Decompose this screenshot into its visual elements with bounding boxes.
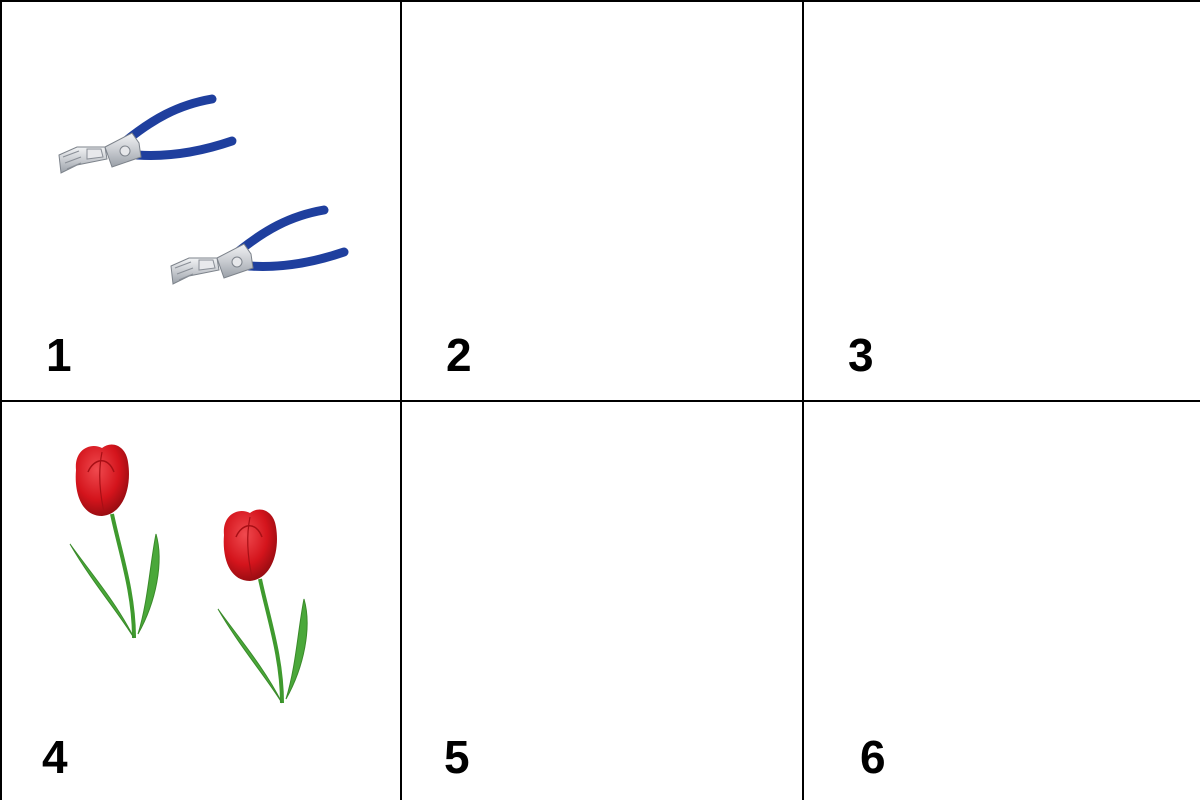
cell-number-3: 3 [848, 329, 874, 381]
tulip-group [69, 444, 308, 704]
cell-number-4: 4 [42, 731, 68, 783]
grid-cell-1: 1 [2, 2, 400, 400]
grid-cell-5: 5 [402, 402, 802, 800]
grid-cell-2: 2 [402, 2, 802, 400]
grid-cell-3: 3 [804, 2, 1200, 400]
cell-number-5: 5 [444, 731, 470, 783]
pliers-icon [58, 94, 237, 174]
tulip-icon [69, 444, 160, 639]
pliers-group [58, 94, 349, 285]
tulip-icon [217, 509, 308, 704]
cell-number-6: 6 [860, 731, 886, 783]
cell-number-1: 1 [46, 329, 72, 381]
grid-cell-6: 6 [804, 402, 1200, 800]
pliers-icon [170, 205, 349, 285]
cell-number-2: 2 [446, 329, 472, 381]
grid-cell-4: 4 [2, 402, 400, 800]
